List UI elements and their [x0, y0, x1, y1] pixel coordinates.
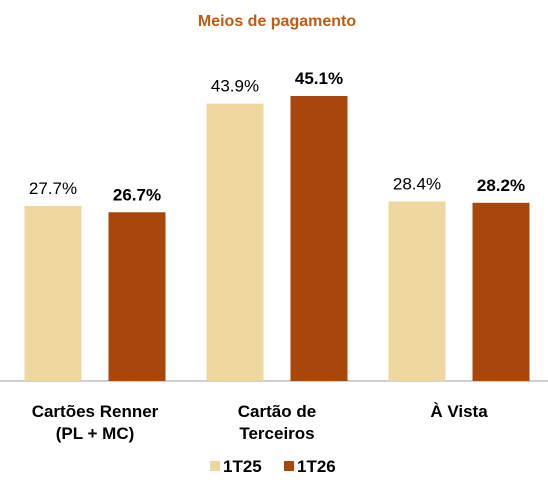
x-tick-label: Cartão de Terceiros: [238, 402, 316, 443]
value-label: 28.4%: [393, 175, 441, 194]
chart-title: Meios de pagamento: [198, 13, 356, 30]
value-label: 26.7%: [113, 185, 161, 204]
bar: [472, 202, 530, 381]
x-tick-line: (PL + MC): [56, 424, 135, 443]
legend-label: 1T26: [297, 457, 336, 476]
bar: [206, 103, 264, 382]
bar: [108, 212, 166, 381]
value-label: 27.7%: [29, 179, 77, 198]
x-tick-label: À Vista: [430, 402, 488, 421]
bar: [24, 205, 82, 381]
x-tick-line: Cartões Renner: [32, 402, 159, 421]
legend-swatch: [210, 461, 220, 471]
legend-label: 1T25: [223, 457, 262, 476]
bar: [388, 201, 446, 381]
legend-swatch: [284, 461, 294, 471]
value-label: 28.2%: [477, 176, 525, 195]
value-label: 45.1%: [295, 69, 343, 88]
value-label: 43.9%: [211, 77, 259, 96]
bar: [290, 96, 348, 381]
x-tick-line: Terceiros: [239, 424, 314, 443]
x-tick-line: Cartão de: [238, 402, 316, 421]
x-tick-label: Cartões Renner (PL + MC): [32, 402, 159, 443]
x-tick-line: À Vista: [430, 402, 488, 421]
